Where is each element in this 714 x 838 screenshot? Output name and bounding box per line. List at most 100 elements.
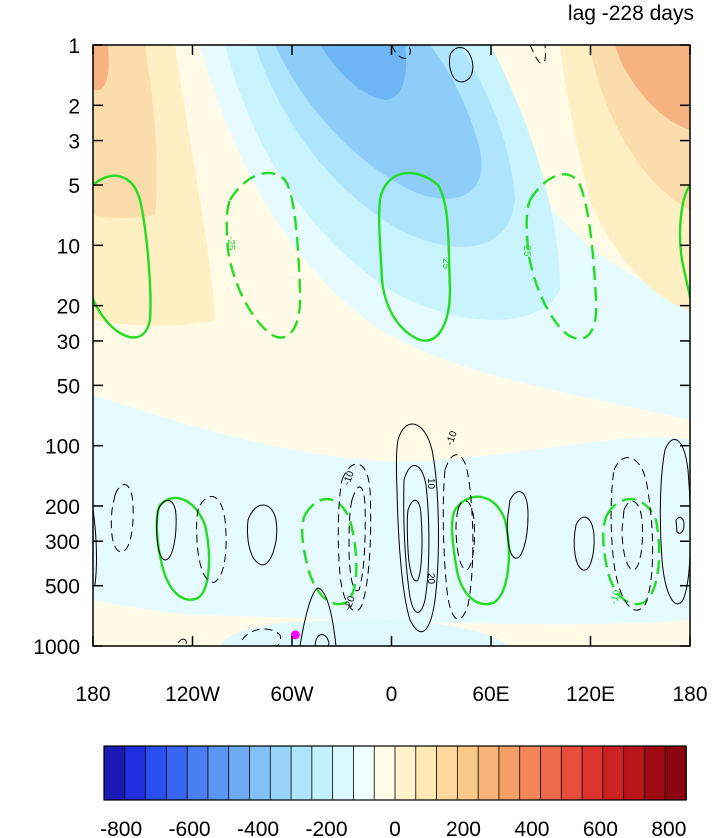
black-contour-positive — [247, 504, 278, 566]
y-tick-label: 3 — [68, 131, 80, 154]
colorbar-cell — [332, 745, 355, 801]
green-contour-negative — [525, 173, 598, 340]
y-tick-label: 1 — [68, 35, 80, 58]
y-tick-label: 5 — [68, 175, 80, 198]
y-tick-label: 2 — [68, 95, 80, 118]
colorbar-cell — [269, 745, 292, 801]
colorbar-tick-label: 200 — [446, 818, 481, 838]
colorbar-tick-label: 800 — [651, 818, 686, 838]
y-axis: 1 2 3 5 10 20 30 50 100 200 300 500 1000 — [33, 35, 690, 659]
colorbar-cell — [498, 745, 521, 801]
y-tick-label: 500 — [45, 576, 80, 599]
green-contour-negative — [602, 497, 661, 606]
y-tick-label: 20 — [57, 296, 80, 319]
colorbar-cell — [602, 745, 625, 801]
black-contour-positive — [395, 423, 439, 632]
shading-light-cyan-lower — [93, 395, 690, 625]
x-tick-label: 0 — [386, 683, 398, 706]
shading-deep-blue — [320, 45, 407, 100]
black-contour-negative — [110, 484, 134, 553]
y-tick-label: 50 — [57, 375, 80, 398]
contour-label: -10 — [444, 429, 459, 447]
black-contours — [93, 45, 690, 646]
colorbar-cell — [373, 745, 396, 801]
black-contour-negative — [529, 45, 546, 64]
black-contour-negative — [348, 486, 366, 592]
location-marker — [290, 630, 300, 640]
black-contour-negative — [455, 500, 475, 571]
colorbar-cell — [186, 745, 209, 801]
y-tick-label: 200 — [45, 496, 80, 519]
colorbar-cell — [228, 745, 251, 801]
black-contour-positive — [449, 47, 474, 83]
black-contour-positive — [573, 516, 595, 571]
green-contours — [93, 171, 690, 606]
x-tick-label: 120W — [165, 683, 220, 706]
green-contour-positive — [377, 171, 452, 342]
colorbar-tick-label: 600 — [583, 818, 618, 838]
y-tick-label: 1000 — [33, 636, 80, 659]
x-axis: 180 120W 60W 0 60E 120E 180 — [75, 45, 708, 706]
contour-label: 20 — [425, 573, 436, 585]
black-contour-negative — [196, 496, 227, 583]
colorbar-cell — [623, 745, 646, 801]
black-contour-positive — [156, 500, 177, 561]
contour-label: 25 — [440, 258, 451, 270]
x-tick-label: 120E — [566, 683, 615, 706]
y-tick-label: 300 — [45, 531, 80, 554]
colorbar-cell — [477, 745, 500, 801]
black-contour-positive — [406, 500, 423, 582]
colorbar-cell — [165, 745, 188, 801]
x-tick-label: 60E — [472, 683, 509, 706]
black-contour-positive — [506, 491, 529, 559]
colorbar-cell — [581, 745, 604, 801]
colorbar-cell — [290, 745, 313, 801]
plot-area: -25 25 -25 -10 10 -10 -20 20 -10 — [93, 45, 690, 646]
contour-labels: -25 25 -25 -10 10 -10 -20 20 -10 — [225, 236, 624, 612]
contour-label: -25 — [521, 242, 532, 257]
colorbar-cell — [124, 745, 147, 801]
chart-title: lag -228 days — [568, 2, 694, 25]
colorbar-cell — [540, 745, 563, 801]
contour-label: 10 — [425, 478, 436, 490]
colorbar-cell — [644, 745, 667, 801]
colorbar-tick-label: -200 — [306, 818, 348, 838]
colorbar-cell — [456, 745, 479, 801]
green-contour-positive — [93, 174, 152, 339]
colorbar-cell — [560, 745, 583, 801]
colorbar-cell — [394, 745, 417, 801]
colorbar-tick-label: 400 — [514, 818, 549, 838]
y-tick-label: 30 — [57, 331, 80, 354]
green-contour-negative — [225, 171, 302, 339]
contour-label: -10 — [341, 469, 356, 487]
black-contour-negative — [442, 454, 474, 620]
colorbar-cell — [436, 745, 459, 801]
x-tick-label: 60W — [270, 683, 313, 706]
colorbar-tick-label: -400 — [237, 818, 279, 838]
shading-orange-left — [93, 45, 157, 219]
black-contour-positive — [177, 638, 187, 645]
black-contour-positive — [299, 587, 337, 646]
shading-blue — [275, 45, 482, 199]
colorbar-cell — [353, 745, 376, 801]
shaded-field — [93, 45, 690, 646]
black-contour-negative — [610, 457, 654, 611]
black-contour-positive — [403, 465, 430, 613]
colorbar-cell — [249, 745, 272, 801]
contour-label: -20 — [342, 594, 357, 612]
x-tick-label: 180 — [672, 683, 707, 706]
colorbar-cell — [664, 745, 687, 801]
y-tick-label: 10 — [57, 235, 80, 258]
colorbar: -800 -600 -400 -200 0 200 400 600 800 — [100, 745, 687, 838]
green-contour-positive — [450, 495, 511, 606]
colorbar-cell — [415, 745, 438, 801]
black-contour-positive — [93, 509, 97, 586]
green-contour-positive — [678, 184, 690, 299]
colorbar-cell — [145, 745, 168, 801]
black-contour-positive — [659, 439, 690, 605]
black-contour-negative — [241, 628, 281, 646]
black-contour-negative — [391, 45, 411, 59]
shading-orange-left-core — [93, 45, 109, 90]
black-contour-negative — [337, 463, 372, 612]
contour-label: -25 — [225, 236, 236, 251]
